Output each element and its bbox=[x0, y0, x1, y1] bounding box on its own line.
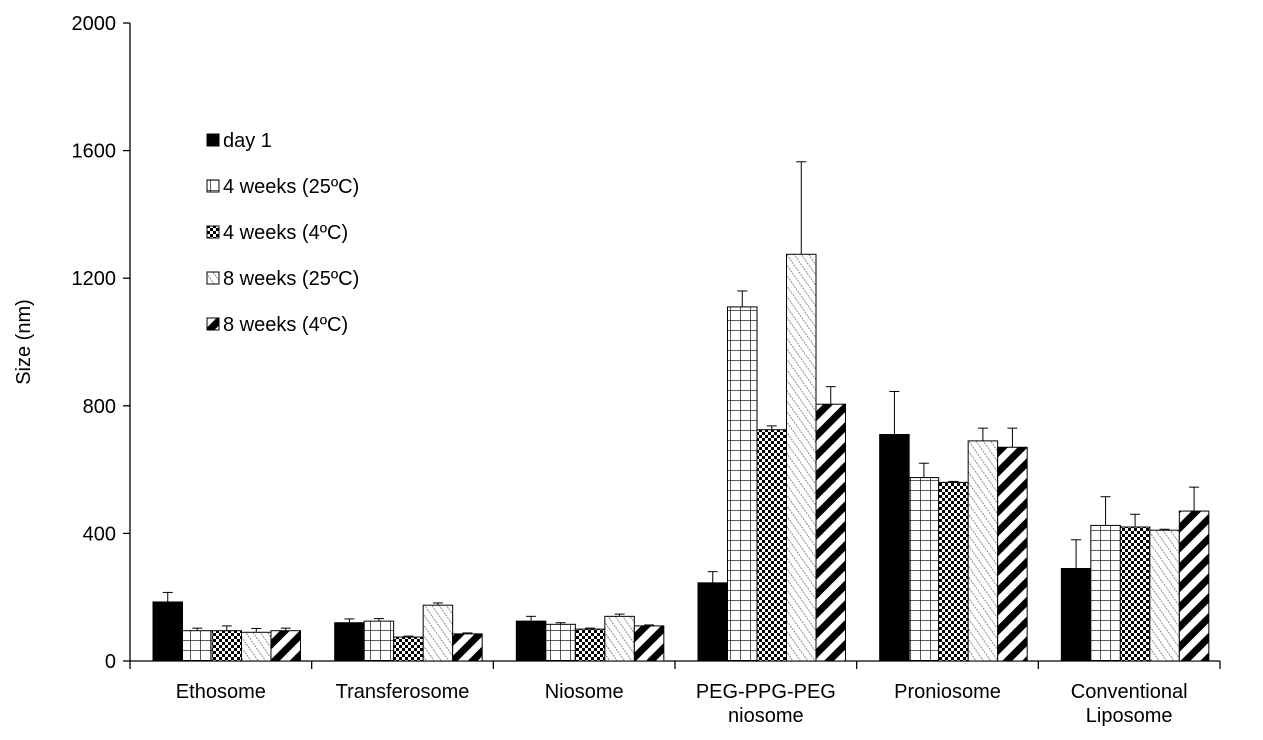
bar bbox=[815, 403, 846, 662]
y-tick-label: 0 bbox=[105, 651, 116, 673]
legend-swatch bbox=[206, 179, 220, 193]
legend-label: 8 weeks (25ºC) bbox=[223, 268, 359, 290]
x-tick-label: Transferosome bbox=[336, 681, 470, 703]
bar bbox=[1149, 529, 1180, 662]
x-tick-label: niosome bbox=[728, 705, 804, 727]
bar bbox=[152, 601, 183, 662]
bars bbox=[152, 253, 1210, 662]
bar bbox=[334, 622, 365, 662]
legend-label: 4 weeks (25ºC) bbox=[223, 176, 359, 198]
bar bbox=[393, 636, 424, 662]
bar bbox=[422, 604, 454, 662]
legend-label: 4 weeks (4ºC) bbox=[223, 222, 348, 244]
bar bbox=[1090, 524, 1121, 662]
bar bbox=[241, 631, 272, 662]
bar bbox=[182, 630, 213, 662]
bar bbox=[1119, 526, 1151, 662]
bar bbox=[786, 253, 817, 662]
axes: 0 400 800 1200 1600 2000 Ethosome Transferosome… bbox=[13, 13, 1221, 727]
legend-swatch bbox=[206, 133, 220, 147]
x-tick-label: Conventional bbox=[1071, 681, 1188, 703]
y-tick-label: 1200 bbox=[72, 268, 117, 290]
bar bbox=[452, 633, 483, 662]
y-tick-label: 800 bbox=[83, 396, 116, 418]
x-tick-label: Liposome bbox=[1086, 705, 1173, 727]
x-tick-label: Niosome bbox=[545, 681, 624, 703]
bar bbox=[756, 429, 787, 662]
y-tick-label: 2000 bbox=[72, 13, 117, 35]
bar bbox=[938, 481, 969, 662]
legend-label: day 1 bbox=[223, 130, 272, 152]
legend-swatch bbox=[206, 271, 220, 285]
y-tick-label: 1600 bbox=[72, 141, 117, 163]
bar bbox=[727, 306, 758, 662]
bar bbox=[908, 477, 940, 662]
bar bbox=[697, 582, 728, 662]
bar bbox=[1178, 510, 1210, 662]
bar bbox=[363, 620, 395, 662]
error-bars bbox=[162, 161, 1200, 638]
bar bbox=[604, 615, 635, 662]
bar bbox=[1060, 567, 1092, 662]
bar bbox=[545, 623, 576, 662]
legend: day 1 4 weeks (25ºC) 4 weeks (4ºC) 8 weeks … bbox=[206, 130, 359, 336]
x-tick-label: Ethosome bbox=[176, 681, 266, 703]
bar bbox=[633, 625, 665, 662]
y-tick-label: 400 bbox=[83, 523, 116, 545]
bar bbox=[515, 620, 547, 662]
x-tick-label: PEG-PPG-PEG bbox=[696, 681, 836, 703]
bar bbox=[574, 628, 606, 662]
bar bbox=[967, 440, 999, 662]
legend-label: 8 weeks (4ºC) bbox=[223, 314, 348, 336]
bar bbox=[879, 434, 910, 662]
y-axis-title: Size (nm) bbox=[13, 299, 35, 385]
bar bbox=[211, 630, 242, 662]
bar bbox=[997, 446, 1028, 662]
bar bbox=[270, 630, 301, 662]
x-tick-label: Proniosome bbox=[894, 681, 1001, 703]
legend-swatch bbox=[206, 225, 220, 239]
legend-swatch bbox=[206, 317, 220, 331]
